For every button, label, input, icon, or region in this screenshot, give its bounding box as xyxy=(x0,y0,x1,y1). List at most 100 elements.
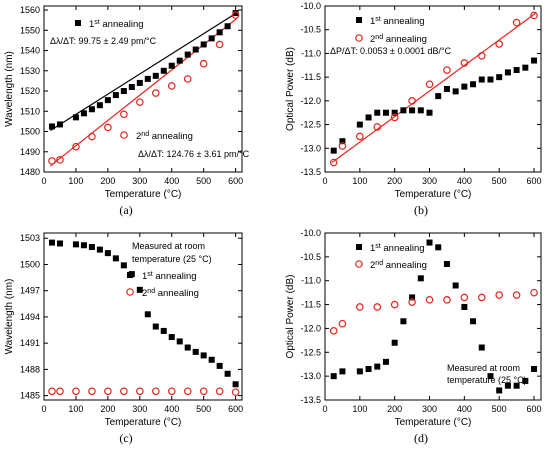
data-point-series-1 xyxy=(168,62,175,69)
data-point-series-1 xyxy=(382,109,389,116)
data-point-series-2 xyxy=(56,387,64,396)
y-tick-label: 1530 xyxy=(20,66,40,76)
panel-label: (b) xyxy=(414,203,428,217)
legend-marker-series-2 xyxy=(120,131,128,139)
data-point-series-2 xyxy=(356,303,364,311)
data-point-series-1 xyxy=(409,107,416,114)
legend-label-series-2: 2nd annealing xyxy=(136,131,193,143)
data-point-series-2 xyxy=(460,59,469,67)
data-point-series-2 xyxy=(120,387,128,396)
data-point-series-1 xyxy=(184,51,191,58)
data-point-series-1 xyxy=(400,107,407,114)
y-tick-label: 1510 xyxy=(20,106,40,116)
data-point-series-1 xyxy=(112,255,119,262)
legend-ordinal: 1 xyxy=(142,271,147,282)
data-point-series-1 xyxy=(409,294,416,301)
data-point-series-1 xyxy=(426,239,433,246)
data-point-series-1 xyxy=(382,358,389,365)
data-point-series-2 xyxy=(231,388,240,396)
data-point-series-1 xyxy=(72,241,79,248)
data-point-series-2 xyxy=(390,300,399,309)
y-tick-label: -12.0 xyxy=(300,323,321,333)
x-tick-label: 600 xyxy=(228,176,243,186)
data-point-series-1 xyxy=(365,114,372,121)
data-point-series-1 xyxy=(96,102,103,109)
x-axis-label: Temperature (°C) xyxy=(105,189,182,200)
data-point-series-2 xyxy=(425,80,434,89)
chart-panel-b: 0 100 200 300 400 500 600 -13.5 -13.0 -12.5 -12.0 -… xyxy=(285,1,542,217)
plot-frame xyxy=(324,232,542,401)
chart-panel-a: 0 100 200 300 400 500 600 1480 1490 1500 1510 1520 1… xyxy=(4,5,250,217)
y-tick-label: 1480 xyxy=(20,167,40,177)
x-axis-label: Temperature (°C) xyxy=(395,189,472,200)
data-point-series-2 xyxy=(495,291,503,299)
x-tick-label: 200 xyxy=(100,404,115,414)
x-tick-label: 0 xyxy=(322,176,327,186)
data-point-series-1 xyxy=(200,41,207,48)
x-axis-label: Temperature (°C) xyxy=(395,417,472,428)
data-point-series-1 xyxy=(152,323,159,330)
y-tick-label: -13.0 xyxy=(300,371,321,381)
y-tick-label: 1560 xyxy=(20,5,40,15)
data-point-series-2 xyxy=(104,123,112,132)
data-point-series-2 xyxy=(477,51,486,60)
legend-ordinal: 2 xyxy=(370,260,375,271)
data-point-series-1 xyxy=(88,243,95,250)
data-point-series-1 xyxy=(339,368,346,375)
legend-text-rest: annealing xyxy=(100,19,144,30)
data-point-series-1 xyxy=(80,110,87,117)
data-point-series-1 xyxy=(192,348,199,355)
data-point-series-1 xyxy=(496,387,503,394)
data-point-series-1 xyxy=(391,339,398,346)
annotation-series2: Δλ/ΔT: 124.76 ± 3.61 pm/°C xyxy=(138,149,250,159)
data-point-series-1 xyxy=(208,35,215,42)
legend-marker-series-1 xyxy=(356,244,362,250)
data-point-series-2 xyxy=(408,97,416,105)
legend-marker-series-1 xyxy=(127,272,133,278)
annotation-note-line2: temperature (25 °C) xyxy=(447,375,527,385)
data-point-series-2 xyxy=(215,40,224,49)
data-point-series-1 xyxy=(168,334,175,341)
data-point-series-1 xyxy=(374,109,381,116)
legend-ordinal-suffix: st xyxy=(94,19,100,26)
x-tick-label: 100 xyxy=(68,176,83,186)
x-tick-label: 200 xyxy=(387,404,402,414)
annotation-note-line2: temperature (25 °C) xyxy=(132,254,212,264)
data-point-series-1 xyxy=(531,57,538,64)
x-tick-label: 400 xyxy=(457,404,472,414)
x-tick-label: 500 xyxy=(492,176,507,186)
data-point-series-2 xyxy=(373,123,382,131)
legend-ordinal-suffix: st xyxy=(147,271,153,278)
legend-label-series-1: 1st annealing xyxy=(142,271,197,283)
legend-ordinal-suffix: nd xyxy=(147,288,155,295)
data-point-series-1 xyxy=(184,344,191,351)
x-tick-label: 300 xyxy=(422,176,437,186)
y-tick-label: -13.0 xyxy=(300,143,321,153)
legend-ordinal: 2 xyxy=(370,34,375,45)
panel-label: (c) xyxy=(119,431,132,445)
data-point-series-1 xyxy=(443,86,450,92)
data-point-series-2 xyxy=(48,387,56,396)
chart-panel-c: 0 100 200 300 400 500 600 1485 1488 1491 1494 1497 1… xyxy=(4,232,243,445)
data-point-series-2 xyxy=(88,387,96,396)
data-point-series-2 xyxy=(215,387,224,396)
data-point-series-1 xyxy=(513,382,520,389)
data-point-series-2 xyxy=(460,293,469,302)
data-point-series-1 xyxy=(531,365,538,372)
data-point-series-1 xyxy=(128,83,135,90)
data-point-series-2 xyxy=(495,40,503,48)
data-point-series-1 xyxy=(478,344,485,351)
y-tick-label: 1485 xyxy=(20,391,40,401)
y-tick-label: -10.0 xyxy=(300,1,321,11)
legend-label-series-2: 2nd annealing xyxy=(370,34,427,46)
data-point-series-1 xyxy=(176,57,183,64)
x-tick-label: 100 xyxy=(352,404,367,414)
data-point-series-2 xyxy=(373,303,382,311)
data-point-series-1 xyxy=(513,67,520,74)
y-tick-label: -13.5 xyxy=(300,167,321,177)
y-axis-label: Wavelength (nm) xyxy=(4,279,15,355)
data-point-series-2 xyxy=(167,387,176,396)
x-tick-label: 500 xyxy=(196,404,211,414)
data-point-series-1 xyxy=(48,239,55,246)
